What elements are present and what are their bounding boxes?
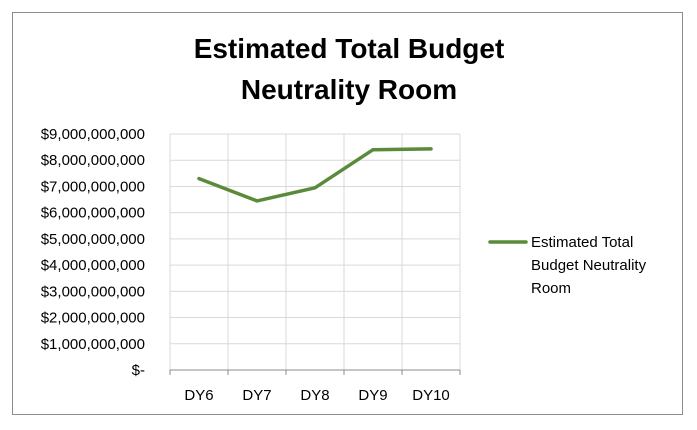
y-tick-label: $1,000,000,000 [41, 336, 145, 353]
chart-title-line-2: Neutrality Room [241, 74, 457, 105]
y-tick-label: $5,000,000,000 [41, 231, 145, 248]
y-tick-label: $8,000,000,000 [41, 152, 145, 169]
legend-label-line-1: Estimated Total [531, 234, 633, 251]
data-point [313, 186, 317, 190]
chart-frame [12, 12, 683, 415]
legend: Estimated Total Budget Neutrality Room [488, 234, 647, 297]
legend-label-line-3: Room [531, 280, 571, 297]
series-layer [197, 147, 433, 203]
y-tick-label: $9,000,000,000 [41, 126, 145, 143]
x-tick-label: DY6 [184, 387, 213, 404]
data-point [371, 148, 375, 152]
gridlines [169, 133, 461, 370]
x-tick-label: DY7 [242, 387, 271, 404]
y-tick-label: $7,000,000,000 [41, 178, 145, 195]
chart-title-line-1: Estimated Total Budget [194, 33, 505, 64]
y-tick-label: $6,000,000,000 [41, 205, 145, 222]
data-point [429, 147, 433, 151]
legend-label-line-2: Budget Neutrality [531, 257, 647, 274]
series-line [197, 147, 433, 203]
data-point [255, 199, 259, 203]
x-tick-label: DY9 [358, 387, 387, 404]
axes: $- $1,000,000,000 $2,000,000,000 $3,000,000… [41, 126, 461, 404]
y-tick-label: $3,000,000,000 [41, 283, 145, 300]
y-tick-label: $4,000,000,000 [41, 257, 145, 274]
y-tick-label: $- [132, 362, 145, 379]
x-tick-label: DY10 [412, 387, 450, 404]
x-tick-label: DY8 [300, 387, 329, 404]
y-tick-label: $2,000,000,000 [41, 310, 145, 327]
data-point [197, 177, 201, 181]
